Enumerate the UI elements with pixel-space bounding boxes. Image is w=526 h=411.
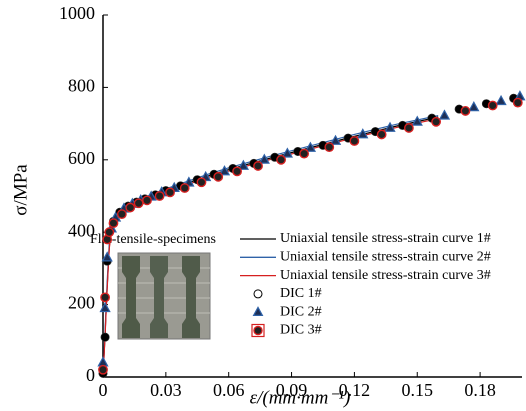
x-tick-label: 0	[99, 380, 108, 400]
y-tick-label: 600	[68, 148, 95, 168]
data-point	[101, 251, 113, 262]
x-axis-label: ε/(mm·mm⁻¹)	[250, 387, 351, 408]
specimen	[182, 256, 200, 338]
data-point	[196, 177, 207, 188]
data-point	[431, 116, 442, 127]
data-point	[411, 115, 423, 126]
specimen	[122, 256, 140, 338]
y-tick-label: 200	[68, 293, 95, 313]
legend-marker	[253, 325, 263, 336]
y-tick-label: 0	[86, 365, 95, 385]
data-point	[495, 94, 507, 106]
data-point	[487, 100, 498, 111]
data-point	[512, 97, 523, 108]
data-point	[324, 142, 335, 153]
y-tick-label: 1000	[59, 3, 95, 23]
data-point	[125, 202, 136, 213]
data-point	[133, 198, 144, 209]
x-tick-label: 0.12	[339, 380, 371, 400]
data-point	[104, 227, 115, 238]
data-point	[349, 136, 360, 146]
legend-label: Uniaxial tensile stress-strain curve 2#	[280, 250, 491, 265]
legend-label: Uniaxial tensile stress-strain curve 3#	[280, 268, 491, 283]
data-point	[218, 165, 231, 176]
data-point	[281, 147, 293, 158]
legend-marker	[252, 306, 264, 316]
data-point	[116, 209, 127, 220]
data-point	[276, 154, 286, 165]
legend-label: DIC 2#	[280, 304, 322, 319]
data-point	[299, 148, 310, 159]
data-point	[438, 109, 451, 120]
data-point	[165, 187, 175, 198]
x-tick-label: 0.15	[402, 380, 434, 400]
data-point	[329, 134, 342, 145]
data-point	[258, 153, 270, 164]
data-point	[460, 106, 471, 116]
data-point	[98, 364, 108, 375]
y-tick-label: 400	[68, 220, 95, 240]
annotation: Flat-tensile-specimens	[90, 232, 216, 247]
data-point	[237, 159, 249, 170]
data-point	[232, 166, 242, 177]
legend-marker	[253, 289, 263, 299]
y-axis-label: σ/MPa	[10, 164, 31, 216]
data-point	[154, 191, 165, 201]
x-tick-label: 0.06	[213, 380, 245, 400]
data-point	[468, 101, 480, 112]
data-point	[108, 218, 119, 229]
data-point	[384, 121, 396, 132]
data-point	[97, 356, 109, 367]
data-point	[376, 129, 387, 140]
data-point	[304, 141, 317, 152]
specimen	[150, 256, 168, 338]
data-point	[357, 128, 369, 139]
data-point	[99, 301, 111, 313]
data-point	[253, 161, 263, 171]
specimen-photo	[117, 252, 211, 340]
data-point	[213, 171, 224, 182]
x-tick-label: 0.09	[276, 380, 308, 400]
data-point	[100, 292, 110, 303]
data-point	[403, 123, 414, 133]
data-point	[142, 195, 152, 206]
x-tick-label: 0.03	[150, 380, 182, 400]
data-point	[100, 332, 110, 342]
legend-label: DIC 3#	[280, 323, 322, 338]
x-tick-label: 0.18	[464, 380, 496, 400]
y-tick-label: 800	[68, 76, 95, 96]
data-point	[179, 183, 190, 193]
legend-label: Uniaxial tensile stress-strain curve 1#	[280, 231, 491, 246]
legend-label: DIC 1#	[280, 286, 322, 301]
